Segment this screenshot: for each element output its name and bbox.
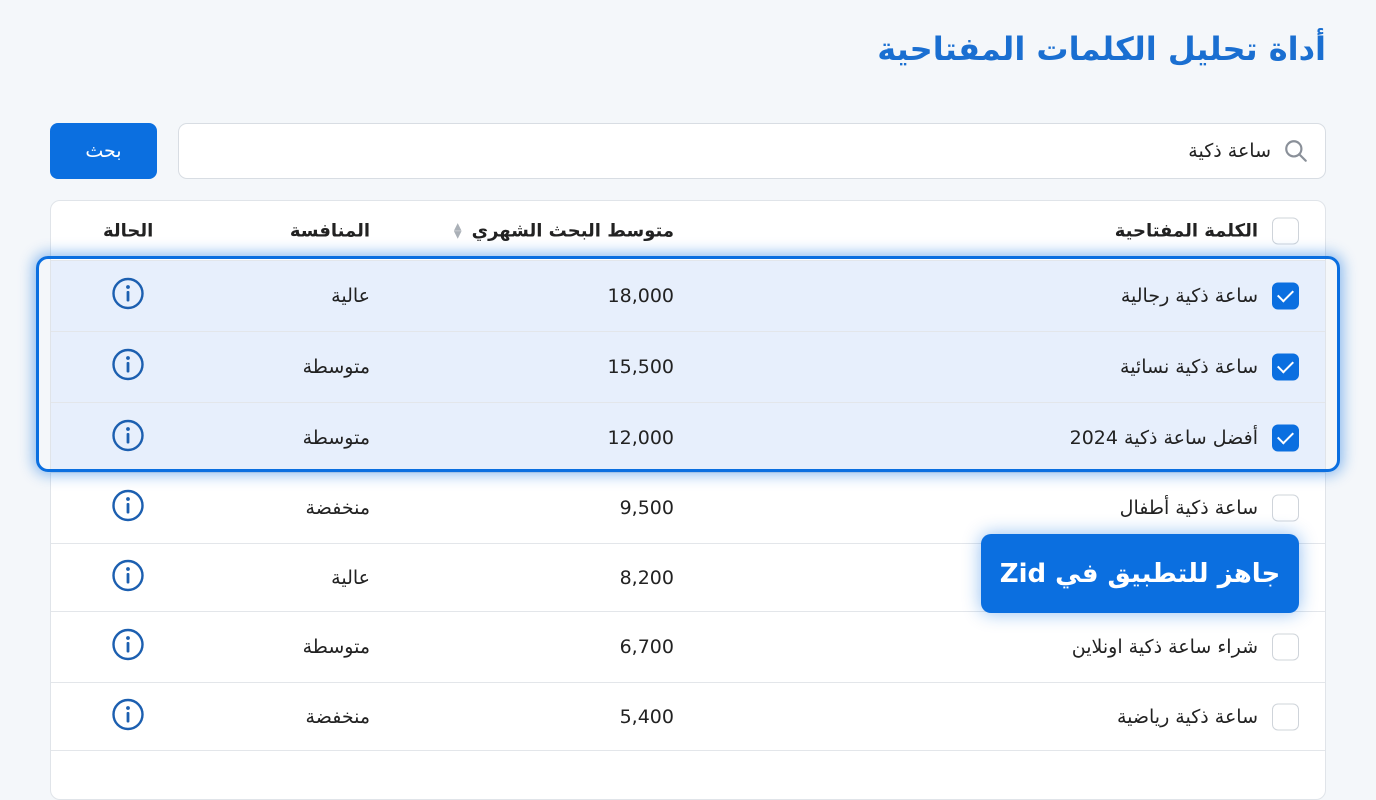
competition-cell: متوسطة (302, 356, 370, 378)
search-icon (1285, 140, 1307, 162)
zid-ready-badge[interactable]: جاهز للتطبيق في Zid (981, 534, 1299, 613)
volume-cell: 12,000 (607, 426, 674, 449)
competition-cell: عالية (331, 285, 370, 307)
search-input[interactable] (179, 140, 1271, 162)
row-checkbox[interactable] (1272, 282, 1299, 310)
table-row[interactable]: ساعة ذكية رياضية 5,400 منخفضة (51, 683, 1325, 751)
table-row[interactable]: شراء ساعة ذكية اونلاين 6,700 متوسطة (51, 612, 1325, 683)
table-row[interactable]: أفضل ساعة ذكية 2024 12,000 متوسطة (51, 403, 1325, 473)
info-icon[interactable] (111, 348, 145, 387)
info-icon[interactable] (111, 489, 145, 528)
table-row[interactable]: ساعة ذكية نسائية 15,500 متوسطة (51, 332, 1325, 403)
header-competition: المنافسة (289, 220, 370, 241)
select-all-checkbox[interactable] (1272, 217, 1299, 244)
volume-cell: 8,200 (619, 566, 674, 589)
volume-cell: 6,700 (619, 636, 674, 658)
keywords-table: الكلمة المفتاحية متوسط البحث الشهري ▲ ▼ ال… (50, 200, 1326, 800)
header-volume-label: متوسط البحث الشهري (471, 220, 674, 241)
info-icon[interactable] (111, 558, 145, 597)
competition-cell: متوسطة (302, 636, 370, 658)
row-checkbox[interactable] (1272, 424, 1299, 451)
keyword-cell: ساعة ذكية نسائية (1120, 356, 1258, 378)
table-header: الكلمة المفتاحية متوسط البحث الشهري ▲ ▼ ال… (51, 201, 1325, 261)
selection-highlight (36, 256, 1340, 472)
competition-cell: عالية (331, 566, 370, 589)
keyword-cell: ساعة ذكية أطفال (1119, 497, 1258, 519)
header-status: الحالة (103, 220, 154, 241)
info-icon[interactable] (111, 628, 145, 667)
row-checkbox[interactable] (1272, 703, 1299, 730)
keyword-cell: شراء ساعة ذكية اونلاين (1071, 636, 1258, 658)
keyword-cell: أفضل ساعة ذكية 2024 (1069, 426, 1258, 449)
row-checkbox[interactable] (1272, 353, 1299, 381)
row-checkbox[interactable] (1272, 633, 1299, 661)
volume-cell: 9,500 (619, 497, 674, 519)
volume-cell: 18,000 (607, 285, 674, 307)
keyword-cell: ساعة ذكية رجالية (1120, 285, 1258, 307)
info-icon[interactable] (111, 418, 145, 457)
info-icon[interactable] (111, 277, 145, 316)
table-row[interactable] (51, 751, 1325, 799)
keyword-cell: ساعة ذكية رياضية (1116, 705, 1258, 728)
table-row[interactable]: ساعة ذكية رجالية 18,000 عالية (51, 261, 1325, 332)
row-checkbox[interactable] (1272, 494, 1299, 522)
header-volume[interactable]: متوسط البحث الشهري ▲ ▼ (454, 220, 674, 241)
competition-cell: متوسطة (302, 426, 370, 449)
search-button[interactable]: بحث (50, 123, 157, 179)
volume-cell: 15,500 (607, 356, 674, 378)
sort-icon[interactable]: ▲ ▼ (453, 221, 462, 240)
info-icon[interactable] (111, 697, 145, 736)
competition-cell: منخفضة (305, 497, 370, 519)
competition-cell: منخفضة (305, 705, 370, 728)
volume-cell: 5,400 (619, 705, 674, 728)
header-keyword: الكلمة المفتاحية (1114, 220, 1258, 241)
search-box[interactable] (178, 123, 1326, 179)
table-row[interactable]: ساعة ذكية أطفال 9,500 منخفضة (51, 473, 1325, 544)
page-title: أداة تحليل الكلمات المفتاحية (877, 30, 1326, 68)
